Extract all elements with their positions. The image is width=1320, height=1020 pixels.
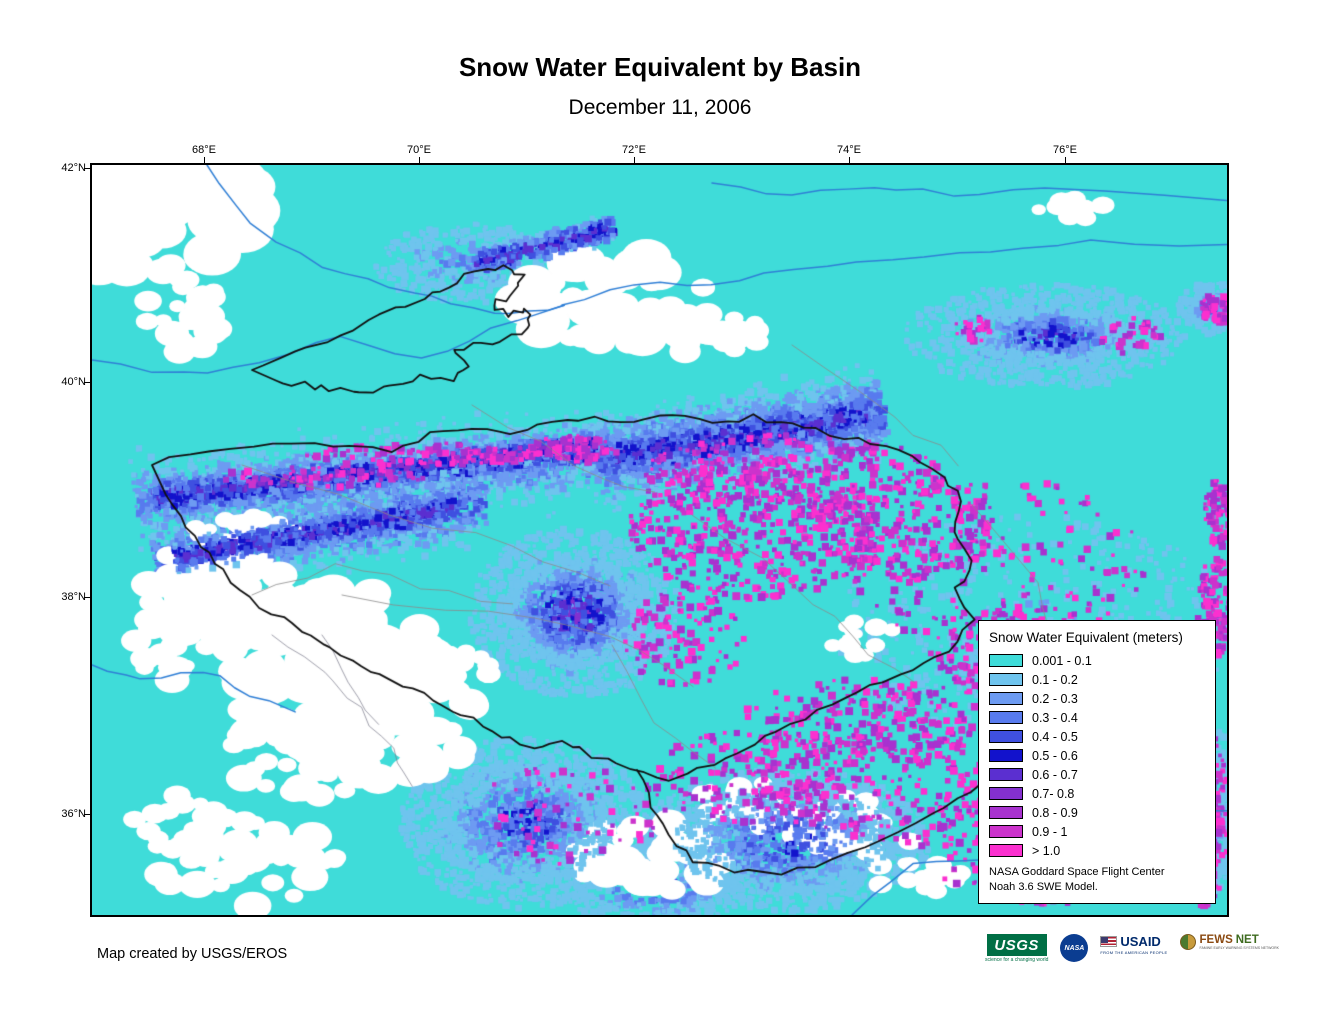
legend-item: 0.3 - 0.4 — [989, 710, 1205, 725]
legend-item: 0.9 - 1 — [989, 824, 1205, 839]
fewsnet-globe-icon — [1179, 934, 1196, 951]
legend-label: 0.9 - 1 — [1032, 824, 1068, 839]
x-tick-mark — [634, 157, 635, 163]
y-tick-mark — [84, 814, 90, 815]
page-subtitle: December 11, 2006 — [568, 96, 752, 119]
fewsnet-logo-text-1: FEWS — [1199, 934, 1233, 946]
y-tick-label: 38°N — [61, 591, 86, 603]
logo-row: USGS science for a changing world NASA U… — [985, 934, 1279, 963]
x-tick-mark — [204, 157, 205, 163]
legend-source-line2: Noah 3.6 SWE Model. — [989, 880, 1098, 893]
legend-label: 0.2 - 0.3 — [1032, 691, 1078, 706]
legend-item: 0.1 - 0.2 — [989, 672, 1205, 687]
legend-label: > 1.0 — [1032, 843, 1061, 858]
fewsnet-logo-tagline: FAMINE EARLY WARNING SYSTEMS NETWORK — [1199, 946, 1279, 951]
legend-title: Snow Water Equivalent (meters) — [989, 630, 1183, 645]
y-tick-label: 36°N — [61, 808, 86, 820]
legend-rows: 0.001 - 0.1 0.1 - 0.2 0.2 - 0.3 0.3 - 0.4 0.… — [989, 653, 1205, 858]
legend-swatch — [989, 825, 1023, 838]
legend-item: 0.5 - 0.6 — [989, 748, 1205, 763]
legend-swatch — [989, 673, 1023, 686]
legend-swatch — [989, 749, 1023, 762]
legend-source: NASA Goddard Space Flight Center Noah 3.… — [989, 865, 1205, 895]
legend-item: 0.6 - 0.7 — [989, 767, 1205, 782]
y-tick-mark — [84, 597, 90, 598]
legend-label: 0.4 - 0.5 — [1032, 729, 1078, 744]
page-title: Snow Water Equivalent by Basin — [458, 52, 862, 82]
legend-label: 0.1 - 0.2 — [1032, 672, 1078, 687]
x-tick-label: 76°E — [1053, 144, 1077, 156]
map-frame: 68°E 70°E 72°E 74°E 76°E 42°N 40°N 38°N 36°N Sn… — [61, 144, 1229, 917]
legend-item: 0.2 - 0.3 — [989, 691, 1205, 706]
usaid-logo-tagline: FROM THE AMERICAN PEOPLE — [1100, 950, 1168, 955]
legend-swatch — [989, 654, 1023, 667]
x-tick-label: 74°E — [837, 144, 861, 156]
legend-label: 0.7- 0.8 — [1032, 786, 1075, 801]
y-tick-label: 40°N — [61, 376, 86, 388]
legend-swatch — [989, 844, 1023, 857]
legend-label: 0.3 - 0.4 — [1032, 710, 1078, 725]
legend-swatch — [989, 768, 1023, 781]
legend-swatch — [989, 806, 1023, 819]
y-tick-label: 42°N — [61, 162, 86, 174]
usaid-logo: USAID FROM THE AMERICAN PEOPLE — [1100, 934, 1167, 955]
usgs-logo-tagline: science for a changing world — [985, 957, 1049, 963]
legend-item: 0.001 - 0.1 — [989, 653, 1205, 668]
legend-item: > 1.0 — [989, 843, 1205, 858]
x-tick-mark — [419, 157, 420, 163]
map-legend: Snow Water Equivalent (meters) 0.001 - 0… — [978, 620, 1216, 904]
legend-label: 0.5 - 0.6 — [1032, 748, 1078, 763]
x-tick-mark — [849, 157, 850, 163]
legend-label: 0.6 - 0.7 — [1032, 767, 1078, 782]
x-tick-mark — [1065, 157, 1066, 163]
x-tick-label: 70°E — [407, 144, 431, 156]
map-credit: Map created by USGS/EROS — [97, 946, 288, 962]
legend-item: 0.4 - 0.5 — [989, 729, 1205, 744]
x-tick-label: 68°E — [192, 144, 216, 156]
x-tick-label: 72°E — [622, 144, 646, 156]
legend-item: 0.8 - 0.9 — [989, 805, 1205, 820]
legend-source-line1: NASA Goddard Space Flight Center — [989, 866, 1165, 878]
legend-swatch — [989, 787, 1023, 800]
usgs-logo: USGS science for a changing world — [985, 934, 1048, 963]
nasa-logo: NASA — [1060, 934, 1089, 962]
legend-label: 0.001 - 0.1 — [1032, 653, 1092, 668]
y-tick-mark — [84, 382, 90, 383]
fewsnet-logo-text-2: NET — [1235, 934, 1259, 946]
legend-swatch — [989, 692, 1023, 705]
y-tick-mark — [84, 168, 90, 169]
legend-item: 0.7- 0.8 — [989, 786, 1205, 801]
fewsnet-logo: FEWS NET FAMINE EARLY WARNING SYSTEMS NET… — [1179, 934, 1279, 951]
legend-label: 0.8 - 0.9 — [1032, 805, 1078, 820]
legend-swatch — [989, 730, 1023, 743]
usaid-logo-text: USAID — [1120, 934, 1161, 949]
usgs-logo-text: USGS — [986, 934, 1047, 956]
legend-swatch — [989, 711, 1023, 724]
usaid-flag-icon — [1100, 936, 1118, 947]
